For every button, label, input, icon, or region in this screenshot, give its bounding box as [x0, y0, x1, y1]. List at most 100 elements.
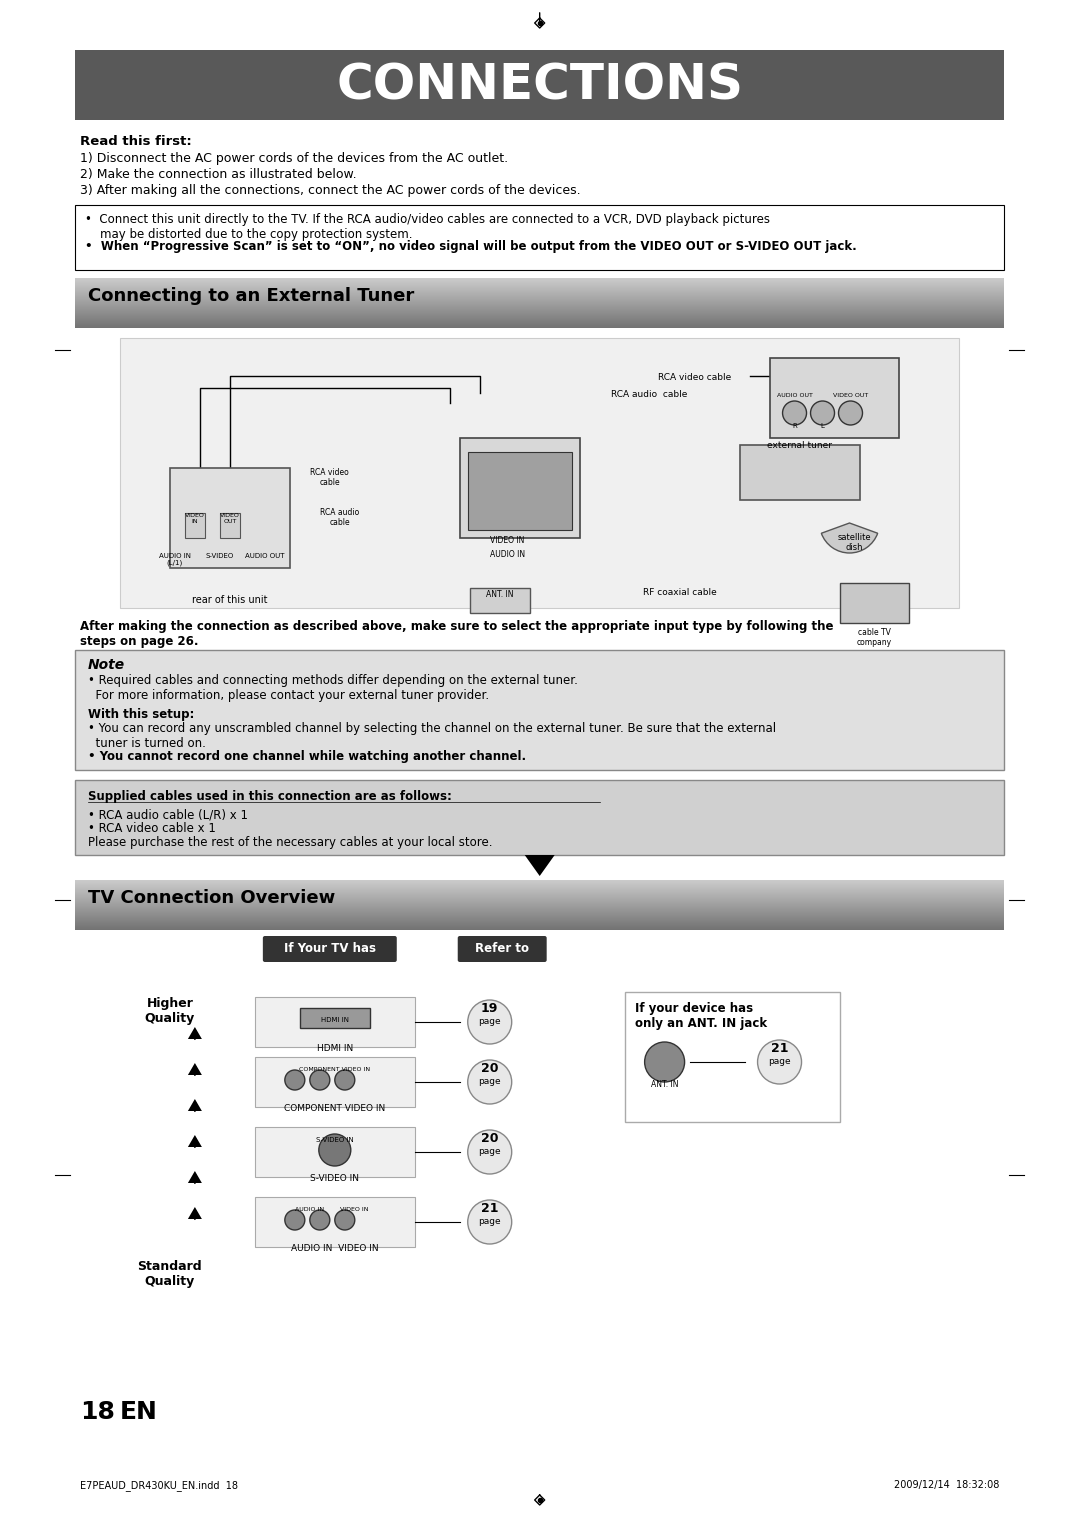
- Circle shape: [838, 402, 863, 425]
- Bar: [75, 50, 1004, 121]
- Text: RCA video
cable: RCA video cable: [310, 467, 349, 487]
- Text: Please purchase the rest of the necessary cables at your local store.: Please purchase the rest of the necessar…: [87, 835, 492, 849]
- Circle shape: [783, 402, 807, 425]
- Text: 3) After making all the connections, connect the AC power cords of the devices.: 3) After making all the connections, con…: [80, 183, 581, 197]
- Text: •  When “Progressive Scan” is set to “ON”, no video signal will be output from t: • When “Progressive Scan” is set to “ON”…: [85, 240, 856, 253]
- Circle shape: [468, 1060, 512, 1104]
- Bar: [255, 1127, 415, 1177]
- Bar: [75, 205, 1004, 270]
- Wedge shape: [821, 524, 878, 553]
- Circle shape: [285, 1209, 305, 1231]
- Polygon shape: [188, 1099, 202, 1112]
- Text: page: page: [478, 1078, 501, 1087]
- Text: VIDEO OUT: VIDEO OUT: [833, 392, 868, 399]
- Text: 2) Make the connection as illustrated below.: 2) Make the connection as illustrated be…: [80, 168, 356, 182]
- Polygon shape: [188, 1206, 202, 1219]
- Text: 20: 20: [481, 1132, 499, 1145]
- Text: Refer to: Refer to: [475, 942, 529, 956]
- Polygon shape: [188, 1171, 202, 1183]
- Text: • RCA audio cable (L/R) x 1: • RCA audio cable (L/R) x 1: [87, 808, 248, 822]
- Text: HDMI IN: HDMI IN: [316, 1044, 353, 1054]
- Circle shape: [810, 402, 835, 425]
- Circle shape: [757, 1040, 801, 1084]
- Text: RCA audio
cable: RCA audio cable: [320, 508, 360, 527]
- Bar: [120, 337, 959, 608]
- Text: ANT. IN: ANT. IN: [486, 589, 513, 599]
- Text: RCA audio  cable: RCA audio cable: [611, 389, 688, 399]
- Polygon shape: [188, 1135, 202, 1147]
- Bar: [470, 588, 529, 612]
- Text: AUDIO IN: AUDIO IN: [489, 550, 525, 559]
- Text: AUDIO IN
(L/1): AUDIO IN (L/1): [159, 553, 191, 567]
- Text: •  Connect this unit directly to the TV. If the RCA audio/video cables are conne: • Connect this unit directly to the TV. …: [85, 212, 770, 241]
- Text: With this setup:: With this setup:: [87, 709, 194, 721]
- Text: RCA video cable: RCA video cable: [658, 373, 731, 382]
- Text: page: page: [478, 1147, 501, 1156]
- Bar: [839, 583, 909, 623]
- Bar: [460, 438, 580, 538]
- Circle shape: [285, 1070, 305, 1090]
- Text: 21: 21: [771, 1041, 788, 1055]
- Bar: [468, 452, 571, 530]
- Circle shape: [645, 1041, 685, 1083]
- Text: If Your TV has: If Your TV has: [284, 942, 376, 956]
- Text: EN: EN: [120, 1400, 158, 1425]
- Text: If your device has
only an ANT. IN jack: If your device has only an ANT. IN jack: [635, 1002, 767, 1031]
- Circle shape: [468, 1200, 512, 1245]
- Text: E7PEAUD_DR430KU_EN.indd  18: E7PEAUD_DR430KU_EN.indd 18: [80, 1480, 238, 1490]
- Text: Connecting to an External Tuner: Connecting to an External Tuner: [87, 287, 415, 305]
- Text: S-VIDEO IN: S-VIDEO IN: [316, 1138, 353, 1144]
- Text: HDMI IN: HDMI IN: [321, 1017, 349, 1023]
- Circle shape: [335, 1209, 355, 1231]
- Text: page: page: [478, 1017, 501, 1026]
- Text: L: L: [821, 423, 824, 429]
- Text: COMPONENT VIDEO IN: COMPONENT VIDEO IN: [299, 1067, 370, 1072]
- Text: ANT. IN: ANT. IN: [651, 1080, 678, 1089]
- Bar: [75, 780, 1004, 855]
- Bar: [220, 513, 240, 538]
- Text: page: page: [478, 1217, 501, 1226]
- Text: After making the connection as described above, make sure to select the appropri: After making the connection as described…: [80, 620, 834, 634]
- Text: VIDEO IN: VIDEO IN: [340, 1206, 368, 1212]
- Circle shape: [468, 1000, 512, 1044]
- Text: S-VIDEO IN: S-VIDEO IN: [310, 1174, 360, 1183]
- Bar: [255, 1197, 415, 1248]
- Text: steps on page 26.: steps on page 26.: [80, 635, 199, 647]
- Text: 20: 20: [481, 1061, 499, 1075]
- Bar: [624, 993, 839, 1122]
- Circle shape: [319, 1135, 351, 1167]
- Text: Standard
Quality: Standard Quality: [137, 1260, 202, 1287]
- Text: • Required cables and connecting methods differ depending on the external tuner.: • Required cables and connecting methods…: [87, 673, 578, 702]
- Text: • RCA video cable x 1: • RCA video cable x 1: [87, 822, 216, 835]
- Circle shape: [310, 1070, 329, 1090]
- Text: TV Connection Overview: TV Connection Overview: [87, 889, 335, 907]
- Text: page: page: [768, 1058, 791, 1066]
- Text: AUDIO OUT: AUDIO OUT: [777, 392, 812, 399]
- Text: R: R: [792, 423, 797, 429]
- Text: • You can record any unscrambled channel by selecting the channel on the externa: • You can record any unscrambled channel…: [87, 722, 777, 750]
- Text: Read this first:: Read this first:: [80, 134, 192, 148]
- Text: satellite
dish: satellite dish: [838, 533, 872, 553]
- Text: Supplied cables used in this connection are as follows:: Supplied cables used in this connection …: [87, 789, 451, 803]
- Bar: [255, 1057, 415, 1107]
- Text: RF coaxial cable: RF coaxial cable: [643, 588, 716, 597]
- Text: AUDIO OUT: AUDIO OUT: [245, 553, 285, 559]
- Bar: [770, 357, 900, 438]
- Polygon shape: [525, 855, 555, 876]
- Text: rear of this unit: rear of this unit: [192, 596, 268, 605]
- Text: 21: 21: [481, 1202, 499, 1214]
- FancyBboxPatch shape: [458, 936, 546, 962]
- Bar: [170, 467, 289, 568]
- Text: Higher
Quality: Higher Quality: [145, 997, 195, 1025]
- Text: 18: 18: [80, 1400, 114, 1425]
- Bar: [185, 513, 205, 538]
- Circle shape: [335, 1070, 355, 1090]
- Text: COMPONENT VIDEO IN: COMPONENT VIDEO IN: [284, 1104, 386, 1113]
- Bar: [740, 444, 860, 499]
- Polygon shape: [188, 1028, 202, 1038]
- Circle shape: [310, 1209, 329, 1231]
- Circle shape: [468, 1130, 512, 1174]
- Text: external tuner: external tuner: [767, 441, 832, 450]
- Bar: [265, 938, 395, 960]
- Bar: [300, 1008, 369, 1028]
